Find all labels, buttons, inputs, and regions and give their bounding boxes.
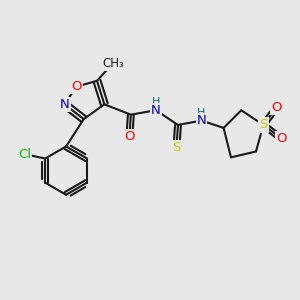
Text: S: S: [259, 118, 268, 131]
Text: O: O: [124, 130, 135, 143]
Text: CH₃: CH₃: [102, 57, 124, 70]
Text: O: O: [71, 80, 82, 93]
Text: H: H: [197, 108, 206, 118]
Text: O: O: [276, 132, 286, 145]
Text: N: N: [151, 104, 161, 117]
Text: Cl: Cl: [18, 148, 31, 160]
Text: H: H: [152, 97, 160, 107]
Text: S: S: [172, 141, 181, 154]
Text: N: N: [197, 114, 206, 127]
Text: O: O: [272, 101, 282, 114]
Text: N: N: [60, 98, 70, 111]
